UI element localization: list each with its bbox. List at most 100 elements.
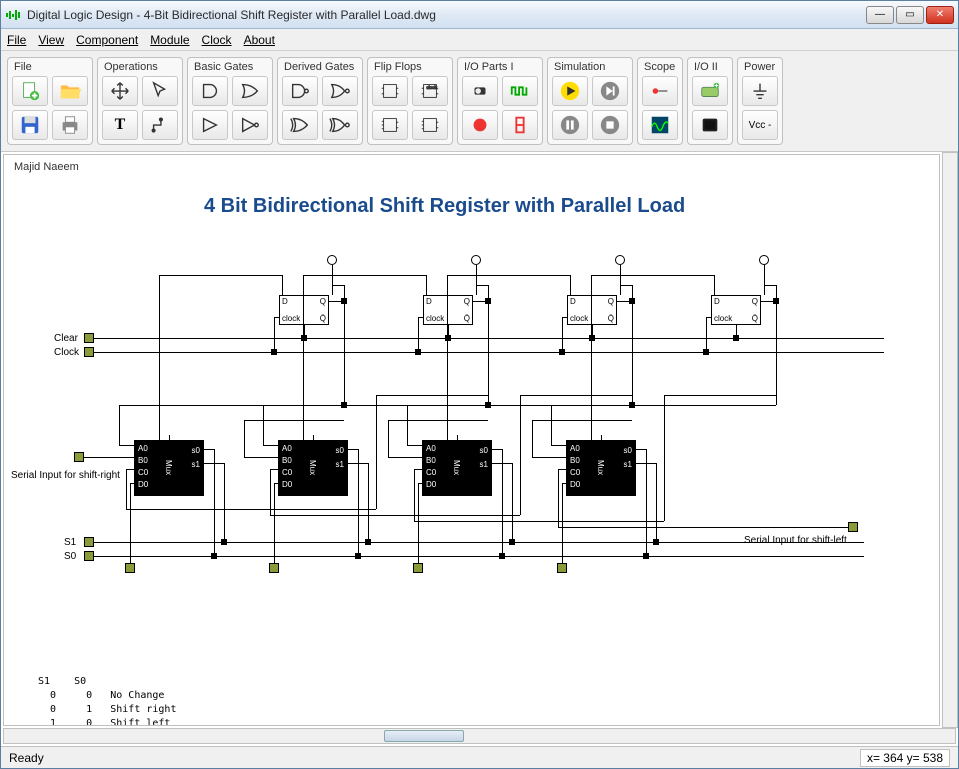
menu-view[interactable]: View [38,33,64,47]
group-operations-title: Operations [102,60,178,76]
canvas-area[interactable]: Majid Naeem 4 Bit Bidirectional Shift Re… [3,154,940,726]
group-simulation-title: Simulation [552,60,628,76]
sr-flipflop-button[interactable] [412,110,448,140]
d-flipflop: DQclockQ̄ [711,295,761,325]
xnor-gate-button[interactable] [322,110,358,140]
nand-gate-button[interactable] [282,76,318,106]
clear-label: Clear [54,333,78,344]
output-terminal [615,255,625,265]
group-io2: I/O II [687,57,733,145]
maximize-button[interactable]: ▭ [896,6,924,24]
mux: A0 B0 C0 D0 s0 s1 Mux [134,440,204,496]
menu-about[interactable]: About [244,33,275,47]
d-flipflop-button[interactable] [372,76,408,106]
vcc-button[interactable]: Vcc - [742,110,778,140]
group-power-title: Power [742,60,778,76]
diagram-title: 4 Bit Bidirectional Shift Register with … [204,195,685,218]
play-button[interactable] [552,76,588,106]
new-file-button[interactable] [12,76,48,106]
app-window: Digital Logic Design - 4-Bit Bidirection… [0,0,959,769]
d-flipflop: DQclockQ̄ [279,295,329,325]
output-terminal [759,255,769,265]
group-derived-gates: Derived Gates [277,57,363,145]
display-button[interactable] [692,110,728,140]
titlebar[interactable]: Digital Logic Design - 4-Bit Bidirection… [1,1,958,29]
serial-left-label: Serial Input for shift-left [744,535,847,546]
app-icon [5,7,21,23]
save-button[interactable] [12,110,48,140]
canvas-wrap: Majid Naeem 4 Bit Bidirectional Shift Re… [1,152,958,728]
d-flipflop: DQclockQ̄ [423,295,473,325]
clock-signal-button[interactable] [502,76,538,106]
mux: A0B0C0D0s0s1Mux [566,440,636,496]
not-gate-button[interactable] [232,110,268,140]
svg-text:clock: clock [426,85,437,90]
pause-button[interactable] [552,110,588,140]
close-button[interactable]: ✕ [926,6,954,24]
led-red-button[interactable] [462,110,498,140]
group-simulation: Simulation [547,57,633,145]
serial-right-pad[interactable] [74,452,84,462]
toolbar: File Operations T Basic Gates [1,51,958,152]
buffer-gate-button[interactable] [192,110,228,140]
clock-label: Clock [54,347,79,358]
step-button[interactable] [592,76,628,106]
move-tool-button[interactable] [102,76,138,106]
clock-pad[interactable] [84,347,94,357]
group-power: Power Vcc - [737,57,783,145]
parallel-d2-pad[interactable] [413,563,423,573]
menu-clock[interactable]: Clock [202,33,232,47]
group-derived-gates-title: Derived Gates [282,60,358,76]
clear-pad[interactable] [84,333,94,343]
nor-gate-button[interactable] [322,76,358,106]
text-tool-button[interactable]: T [102,110,138,140]
open-button[interactable] [52,76,88,106]
status-text: Ready [9,751,860,765]
mux: A0B0C0D0s0s1Mux [278,440,348,496]
group-file: File [7,57,93,145]
keyboard-button[interactable] [692,76,728,106]
group-basic-gates-title: Basic Gates [192,60,268,76]
ground-button[interactable] [742,76,778,106]
menu-module[interactable]: Module [150,33,189,47]
menu-component[interactable]: Component [76,33,138,47]
group-scope: Scope [637,57,683,145]
group-basic-gates: Basic Gates [187,57,273,145]
or-gate-button[interactable] [232,76,268,106]
print-button[interactable] [52,110,88,140]
stop-button[interactable] [592,110,628,140]
parallel-d1-pad[interactable] [269,563,279,573]
menubar: File View Component Module Clock About [1,29,958,51]
vertical-scrollbar[interactable] [942,152,958,728]
select-tool-button[interactable] [142,76,178,106]
truth-table: S1 S0 0 0 No Change 0 1 Shift right 1 0 … [38,675,189,726]
switch-button[interactable] [462,76,498,106]
scope-button[interactable] [642,110,678,140]
s0-pad[interactable] [84,551,94,561]
xor-gate-button[interactable] [282,110,318,140]
wire-tool-button[interactable] [142,110,178,140]
seven-seg-button[interactable] [502,110,538,140]
d-flipflop: DQclockQ̄ [567,295,617,325]
group-io2-title: I/O II [692,60,728,76]
output-terminal [471,255,481,265]
canvas: Majid Naeem 4 Bit Bidirectional Shift Re… [4,155,924,715]
s1-pad[interactable] [84,537,94,547]
group-flip-flops: Flip Flops clock [367,57,453,145]
group-io-parts: I/O Parts I [457,57,543,145]
window-controls: — ▭ ✕ [866,6,954,24]
s0-label: S0 [64,551,76,562]
horizontal-scrollbar[interactable] [3,728,956,744]
jk-flipflop-button[interactable] [372,110,408,140]
and-gate-button[interactable] [192,76,228,106]
minimize-button[interactable]: — [866,6,894,24]
serial-right-label: Serial Input for shift-right [11,470,120,481]
parallel-d0-pad[interactable] [125,563,135,573]
menu-file[interactable]: File [7,33,26,47]
serial-left-pad[interactable] [848,522,858,532]
parallel-d3-pad[interactable] [557,563,567,573]
status-coords: x= 364 y= 538 [860,749,950,767]
probe-button[interactable] [642,76,678,106]
s1-label: S1 [64,537,76,548]
t-flipflop-button[interactable]: clock [412,76,448,106]
